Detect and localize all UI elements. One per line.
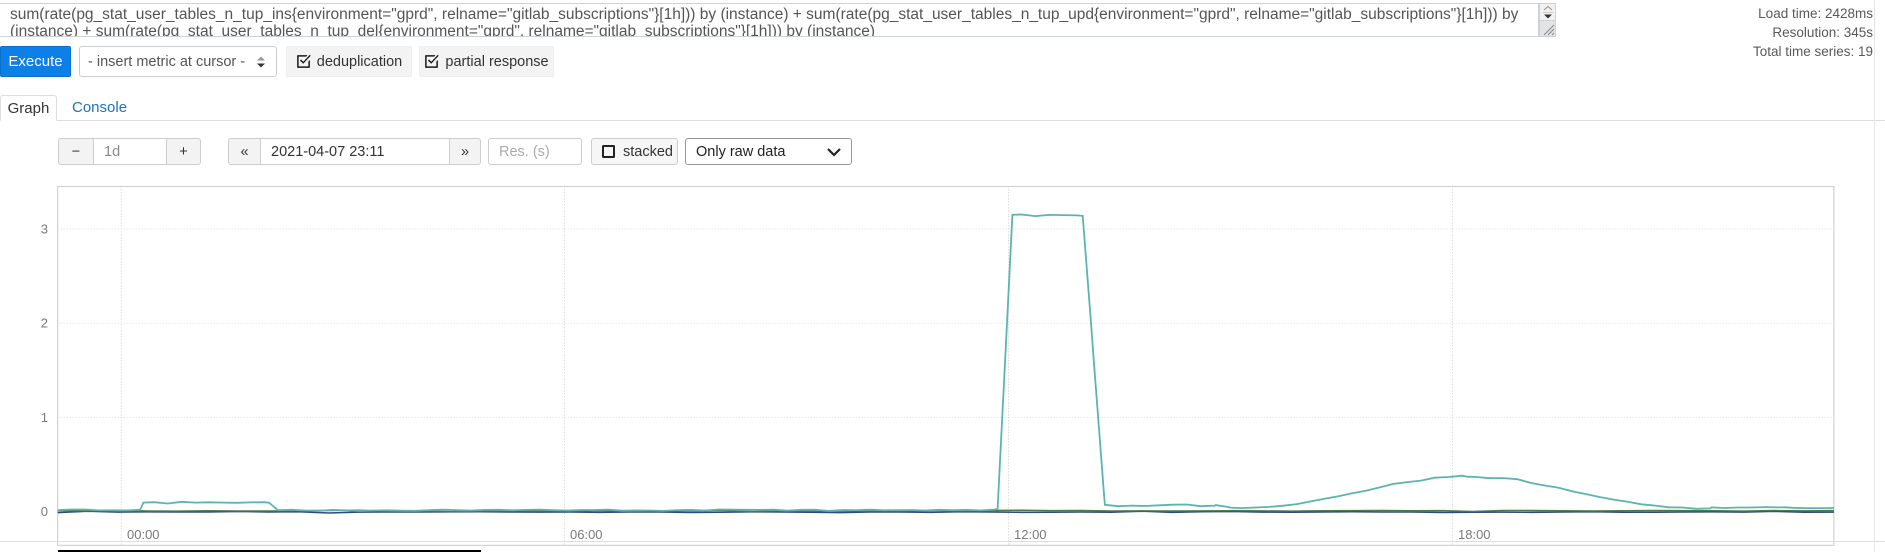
svg-text:0: 0 — [41, 504, 48, 519]
svg-text:1: 1 — [41, 410, 48, 425]
svg-text:12:00: 12:00 — [1014, 527, 1047, 542]
svg-text:06:00: 06:00 — [570, 527, 603, 542]
svg-text:2: 2 — [41, 316, 48, 331]
svg-text:3: 3 — [41, 222, 48, 237]
svg-text:00:00: 00:00 — [127, 527, 160, 542]
svg-text:18:00: 18:00 — [1458, 527, 1491, 542]
